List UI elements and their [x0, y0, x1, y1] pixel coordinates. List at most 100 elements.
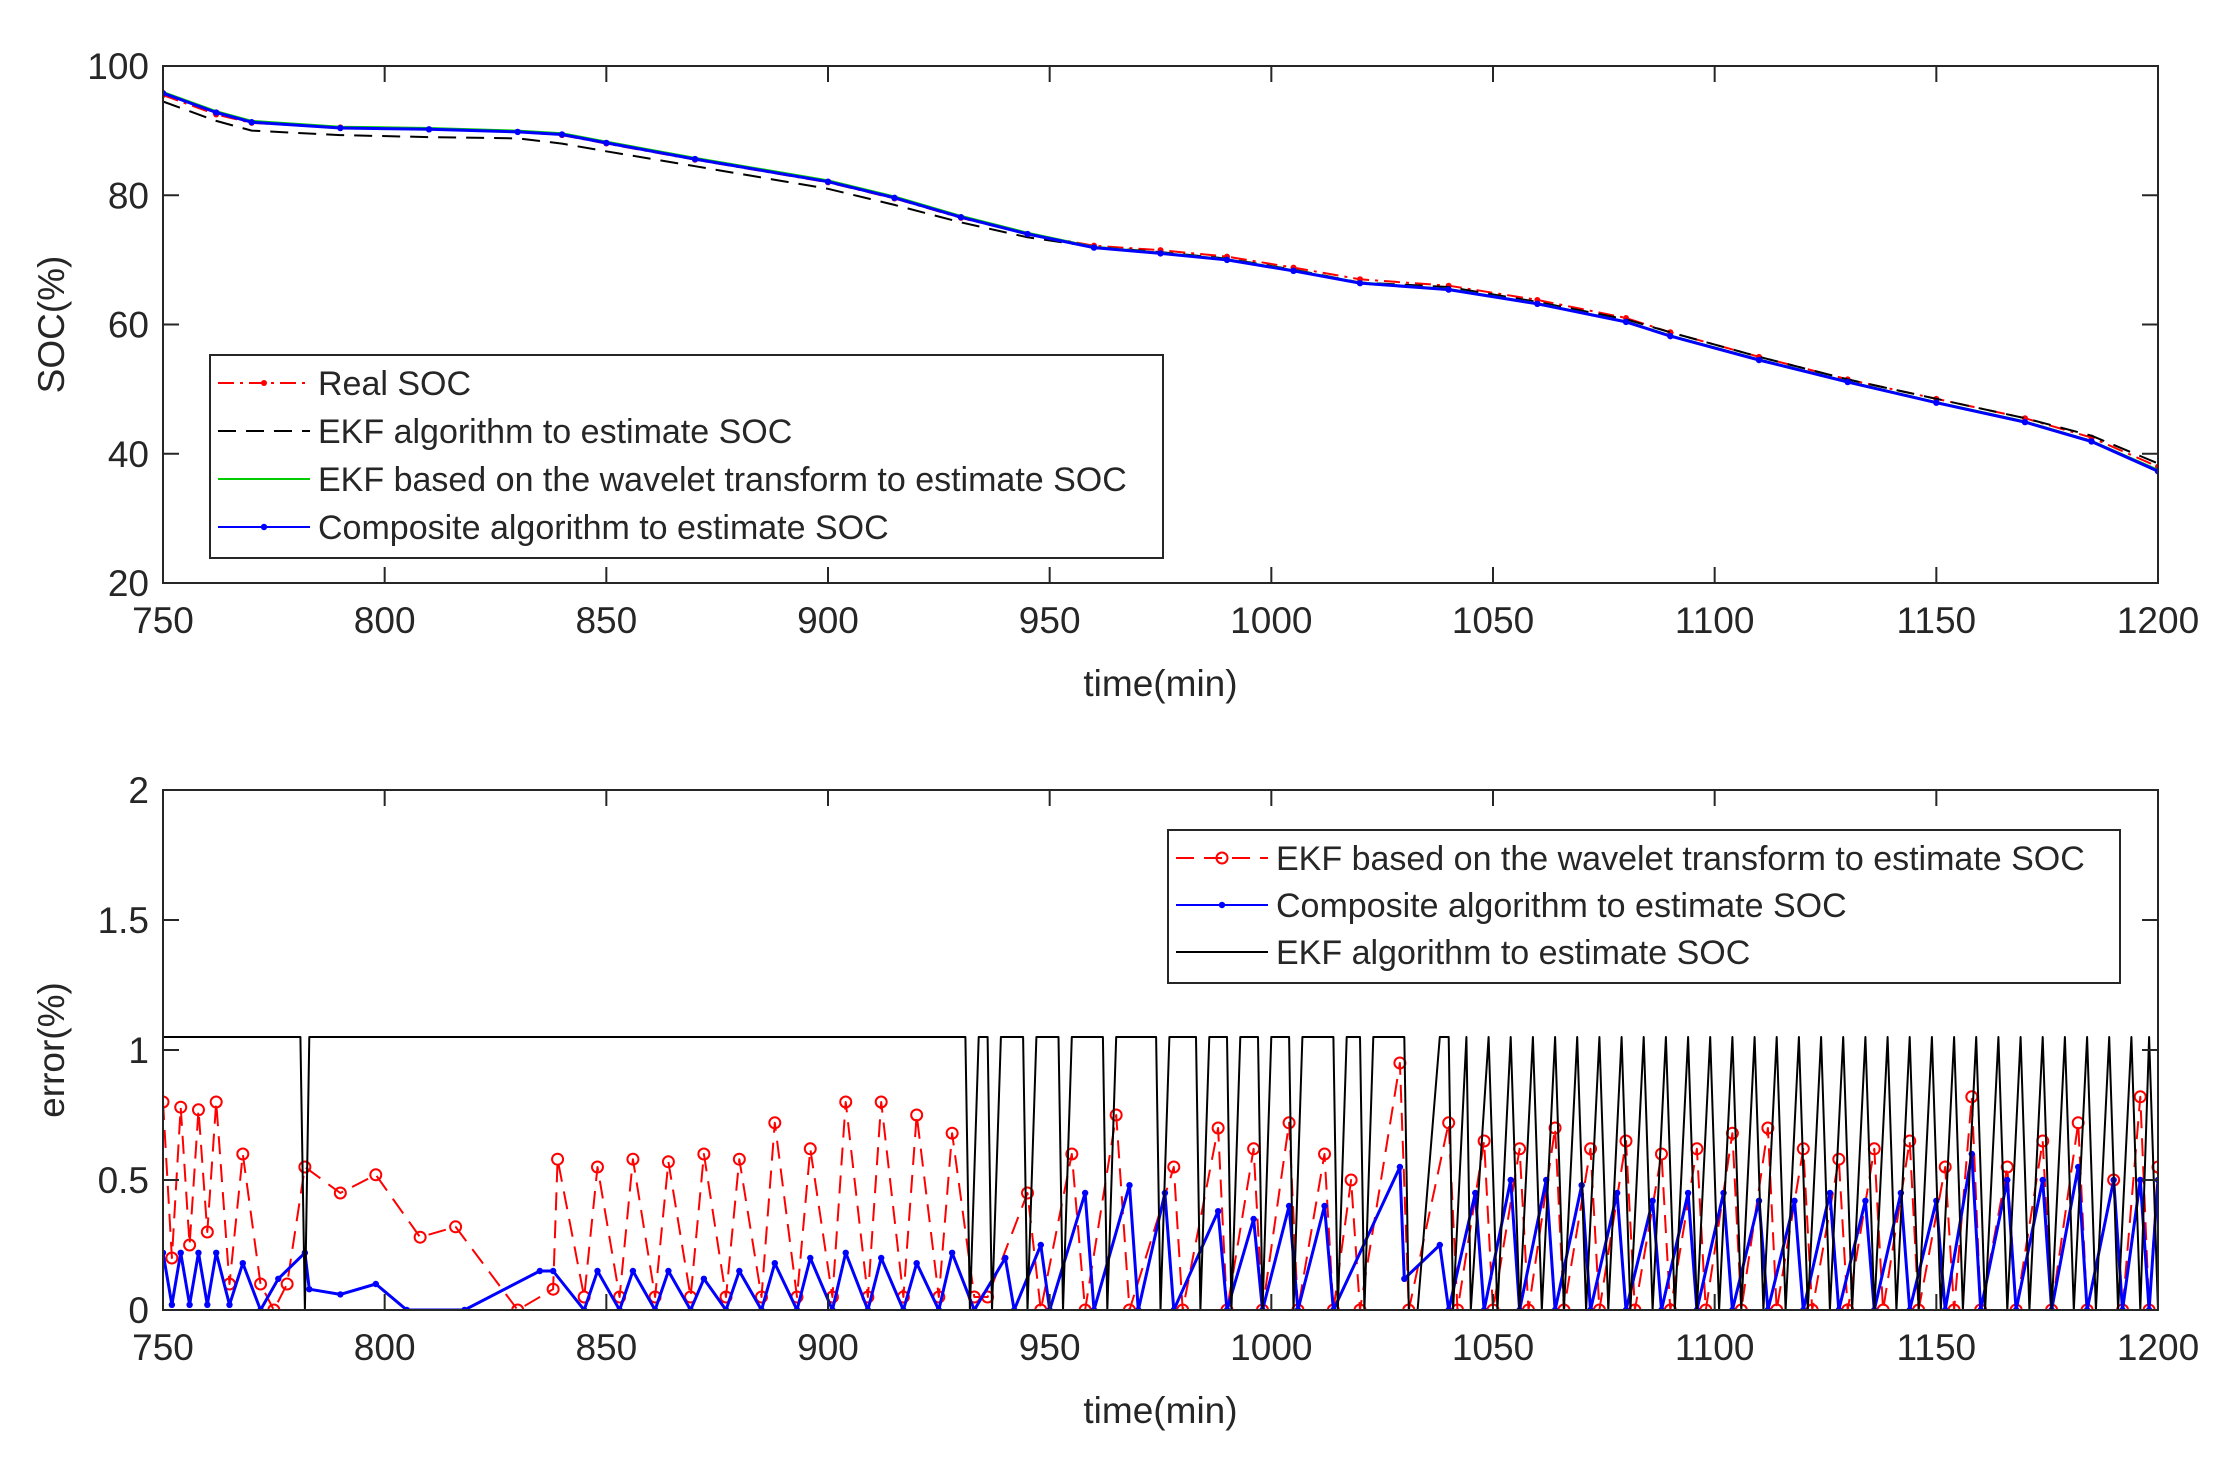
data-point: [1250, 1215, 1257, 1223]
data-point: [1841, 1303, 1855, 1310]
data-point: [168, 1301, 176, 1309]
data-point: [2088, 438, 2095, 445]
x-tick-label: 1000: [1230, 600, 1312, 641]
x-tick-label: 900: [797, 600, 859, 641]
data-point: [551, 1152, 565, 1166]
data-point: [1592, 1303, 1606, 1310]
data-point: [594, 1267, 601, 1275]
x-axis-title: time(min): [1083, 1390, 1237, 1431]
data-point: [1699, 1303, 1713, 1310]
data-point: [1109, 1108, 1123, 1122]
data-point: [661, 1155, 675, 1169]
data-point: [514, 128, 521, 136]
data-point: [195, 1249, 202, 1257]
data-point: [736, 1267, 743, 1275]
data-point: [1622, 318, 1630, 326]
data-point: [1090, 244, 1098, 251]
x-tick-label: 900: [797, 1327, 859, 1368]
data-point: [372, 1280, 379, 1288]
data-point: [891, 194, 898, 202]
data-point: [536, 1267, 544, 1275]
data-point: [1223, 256, 1231, 264]
data-point: [1321, 1202, 1328, 1210]
data-point: [1122, 1303, 1136, 1310]
legend-box: [209, 354, 1164, 559]
data-point: [1938, 1160, 1952, 1174]
data-point: [177, 1249, 184, 1257]
data-point: [665, 1267, 672, 1275]
data-point: [1791, 1197, 1798, 1205]
data-point: [732, 1152, 746, 1166]
data-point: [697, 1147, 711, 1161]
data-point: [511, 1303, 525, 1310]
data-point: [1534, 300, 1541, 308]
data-point: [948, 1249, 956, 1257]
data-point: [1037, 1241, 1045, 1249]
x-tick-label: 1000: [1230, 1327, 1312, 1368]
x-tick-label: 750: [132, 1327, 194, 1368]
data-point: [913, 1260, 920, 1267]
data-point: [1947, 1303, 1961, 1310]
data-point: [558, 131, 566, 138]
y-tick-label: 1: [128, 1030, 149, 1071]
data-point: [910, 1108, 924, 1122]
data-point: [163, 1095, 170, 1109]
data-point: [546, 1282, 560, 1296]
legend-label-3: EKF based on the wavelet transform to es…: [318, 461, 1127, 499]
series-line-3: [163, 1036, 2158, 1310]
data-point: [1282, 1116, 1296, 1130]
data-point: [839, 1095, 853, 1109]
data-point: [280, 1277, 294, 1291]
data-point: [425, 126, 433, 133]
data-point: [768, 1116, 782, 1130]
data-point: [236, 1147, 250, 1161]
data-point: [1290, 267, 1297, 275]
data-point: [191, 1103, 205, 1117]
data-point: [1021, 1186, 1034, 1200]
data-point: [1584, 1142, 1598, 1156]
data-point: [549, 1267, 557, 1275]
data-point: [1684, 1189, 1692, 1197]
data-point: [254, 1277, 268, 1291]
y-tick-label: 0: [128, 1290, 149, 1331]
legend-label-2: EKF algorithm to estimate SOC: [318, 413, 792, 451]
data-point: [165, 1251, 179, 1265]
data-point: [1507, 1176, 1514, 1184]
chart-2: 750 800 850 900 950 1000 1050 1100 1150 1200 0 0.5 1…: [31, 770, 2199, 1431]
data-point: [186, 1301, 193, 1309]
data-point: [213, 1249, 220, 1257]
x-tick-label: 1100: [1675, 600, 1755, 641]
data-point: [1613, 1189, 1621, 1197]
y-tick-label: 80: [108, 175, 149, 216]
x-tick-label: 850: [575, 600, 637, 641]
y-tick-label: 0.5: [98, 1160, 149, 1201]
y-tick-label: 2: [128, 770, 149, 811]
data-point: [1356, 279, 1364, 287]
x-tick-label: 800: [354, 1327, 416, 1368]
legend-box: [1167, 829, 2121, 984]
data-point: [337, 124, 344, 132]
x-tick-label: 1150: [1897, 600, 1977, 641]
data-point: [183, 1238, 197, 1252]
series-group: [163, 1036, 2158, 1310]
data-point: [1770, 1303, 1784, 1310]
data-point: [1078, 1303, 1092, 1310]
series-group: [163, 89, 2158, 475]
series-line-2: [163, 100, 2158, 465]
data-point: [1755, 356, 1763, 364]
y-tick-label: 20: [108, 563, 149, 604]
data-point: [2021, 418, 2029, 426]
data-point: [700, 1275, 708, 1283]
x-tick-label: 800: [354, 600, 416, 641]
x-tick-label: 850: [575, 1327, 637, 1368]
data-point: [1442, 1116, 1456, 1130]
x-tick-label: 1050: [1452, 1327, 1534, 1368]
x-axis-title: time(min): [1083, 663, 1237, 704]
x-tick-label: 1050: [1452, 600, 1534, 641]
y-tick-label: 40: [108, 434, 149, 475]
data-point: [1176, 1303, 1190, 1310]
data-point: [874, 1095, 888, 1109]
data-point: [337, 1291, 344, 1298]
data-point: [204, 1301, 211, 1309]
data-point: [248, 119, 255, 126]
